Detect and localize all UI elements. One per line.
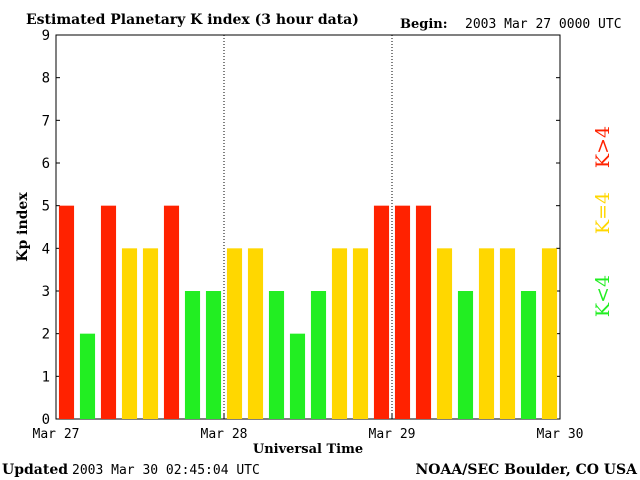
x-tick-label: Mar 29 xyxy=(369,427,416,442)
kp-bar xyxy=(163,205,180,419)
kp-bar xyxy=(499,248,516,419)
legend-item: K>4 xyxy=(592,126,614,168)
x-tick-label: Mar 27 xyxy=(33,427,80,442)
kp-bar xyxy=(79,333,96,419)
x-tick-label: Mar 30 xyxy=(537,427,584,442)
legend-item: K=4 xyxy=(592,192,614,234)
kp-bar xyxy=(331,248,348,419)
y-tick-labels: 0 1 2 3 4 5 6 7 8 9 xyxy=(42,28,50,428)
kp-bar xyxy=(205,291,222,419)
begin-value: 2003 Mar 27 0000 UTC xyxy=(465,17,622,32)
y-tick-label: 3 xyxy=(42,284,50,300)
y-tick-label: 6 xyxy=(42,156,50,172)
kp-bar xyxy=(310,291,327,419)
kp-bar xyxy=(100,205,117,419)
kp-bar xyxy=(268,291,285,419)
bar-series xyxy=(58,205,558,419)
y-tick-label: 0 xyxy=(42,412,50,428)
begin-label: Begin: xyxy=(400,17,448,32)
kp-bar xyxy=(478,248,495,419)
y-tick-label: 9 xyxy=(42,28,50,44)
updated-label: Updated xyxy=(2,462,68,478)
kp-bar xyxy=(121,248,138,419)
kp-bar xyxy=(226,248,243,419)
kp-bar xyxy=(436,248,453,419)
legend-item: K<4 xyxy=(592,275,614,317)
y-tick-label: 4 xyxy=(42,241,50,257)
legend: K<4 K=4 K>4 xyxy=(592,126,614,317)
updated-value: 2003 Mar 30 02:45:04 UTC xyxy=(72,463,260,478)
y-tick-label: 1 xyxy=(42,369,50,385)
kp-bar xyxy=(373,205,390,419)
kp-bar xyxy=(289,333,306,419)
kp-bar xyxy=(394,205,411,419)
x-tick-label: Mar 28 xyxy=(201,427,248,442)
kp-bar xyxy=(58,205,75,419)
kp-bar xyxy=(352,248,369,419)
kp-bar xyxy=(142,248,159,419)
x-tick-labels: Mar 27 Mar 28 Mar 29 Mar 30 xyxy=(33,427,584,442)
plot-frame xyxy=(55,34,561,420)
kp-bar xyxy=(247,248,264,419)
chart-title: Estimated Planetary K index (3 hour data… xyxy=(26,12,359,28)
kp-bar xyxy=(520,291,537,419)
y-tick-label: 2 xyxy=(42,327,50,343)
y-tick-label: 7 xyxy=(42,113,50,129)
day-separators xyxy=(223,35,393,419)
y-tick-label: 5 xyxy=(42,199,50,215)
y-tick-label: 8 xyxy=(42,71,50,87)
y-axis-label: Kp index xyxy=(15,192,31,262)
kp-bar xyxy=(541,248,558,419)
kp-bar xyxy=(457,291,474,419)
kp-bar xyxy=(184,291,201,419)
x-axis-label: Universal Time xyxy=(253,442,363,457)
kp-bar xyxy=(415,205,432,419)
source-credit: NOAA/SEC Boulder, CO USA xyxy=(416,462,639,478)
